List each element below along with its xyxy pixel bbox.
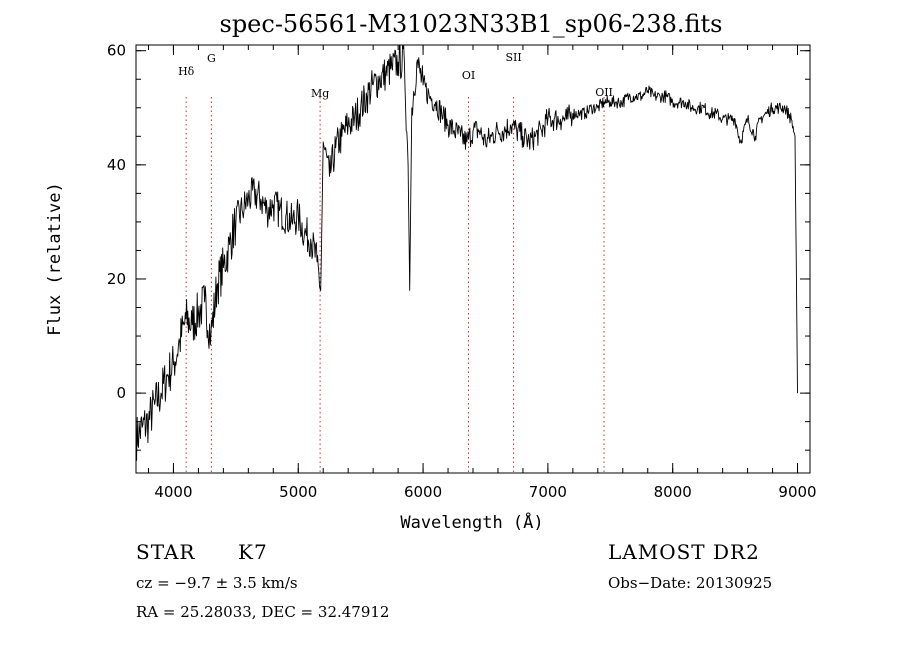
- chart-title: spec-56561-M31023N33B1_sp06-238.fits: [220, 10, 723, 38]
- line-marker-label-4: SII: [505, 51, 521, 64]
- spectrum-series-layer: [135, 44, 798, 461]
- x-tick-label: 6000: [404, 483, 442, 501]
- x-tick-label: 4000: [154, 483, 192, 501]
- sky-coordinates: RA = 25.28033, DEC = 32.47912: [136, 603, 390, 621]
- axis-ticks: 4000 5000 6000 7000 8000 9000 0 20 40 60: [107, 42, 817, 501]
- object-class: STAR: [136, 540, 196, 564]
- line-marker-label-1: G: [207, 52, 216, 65]
- spectral-line-markers: Hδ G Mg OI SII OII: [178, 51, 613, 473]
- line-marker-label-5: OII: [595, 86, 613, 99]
- y-tick-label: 40: [107, 156, 126, 174]
- line-marker-label-0: Hδ: [178, 65, 195, 78]
- line-marker-label-3: OI: [462, 69, 475, 82]
- x-tick-label: 7000: [529, 483, 567, 501]
- x-tick-label: 8000: [654, 483, 692, 501]
- y-tick-label: 60: [107, 42, 126, 60]
- line-marker-label-2: Mg: [311, 87, 329, 100]
- spectrum-line-0: [135, 44, 798, 461]
- x-tick-label: 5000: [279, 483, 317, 501]
- plot-frame: [135, 44, 811, 474]
- x-axis-label: Wavelength (Å): [400, 511, 543, 533]
- y-tick-label: 20: [107, 270, 126, 288]
- y-tick-label: 0: [116, 384, 126, 402]
- y-axis-label: Flux (relative): [45, 182, 65, 336]
- observation-date: Obs−Date: 20130925: [608, 574, 773, 592]
- x-tick-label: 9000: [778, 483, 816, 501]
- survey-name: LAMOST DR2: [608, 540, 760, 564]
- redshift-velocity: cz = −9.7 ± 3.5 km/s: [136, 574, 298, 592]
- object-subclass: K7: [238, 540, 268, 564]
